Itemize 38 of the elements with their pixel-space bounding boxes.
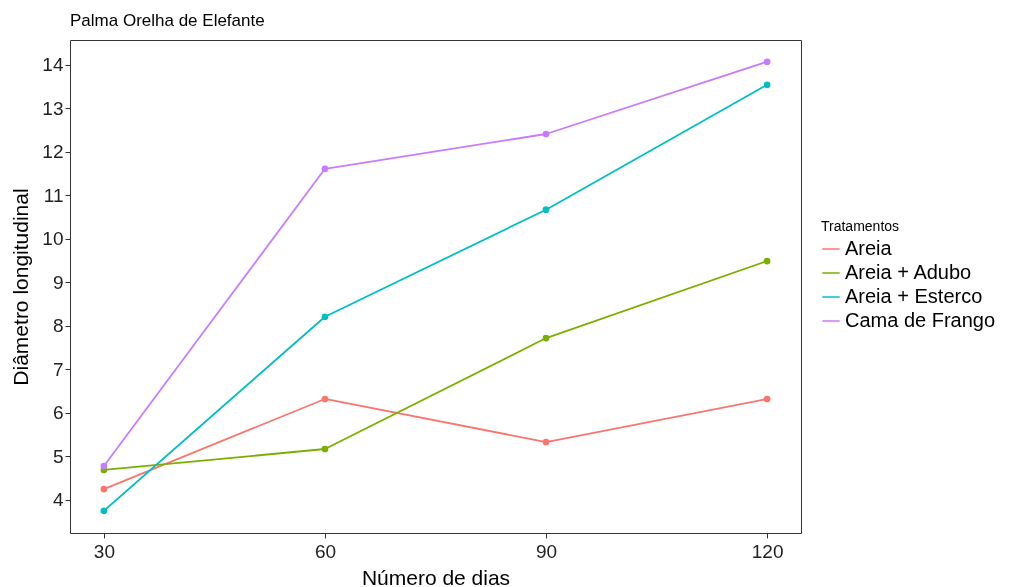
point [321,165,329,173]
y-tick-label: 13 [42,97,64,119]
point [321,445,329,453]
point [321,313,329,321]
point [542,206,550,214]
point [321,395,329,403]
point [542,334,550,342]
y-tick-label: 14 [42,54,64,76]
x-tick-label: 60 [314,540,337,562]
x-axis-title: Número de dias [361,565,511,587]
point [100,507,108,515]
legend-label: Areia [845,237,893,259]
point [763,58,771,66]
y-tick-label: 9 [52,271,64,293]
x-tick-label: 90 [535,540,558,562]
point [763,395,771,403]
chart-title: Palma Orelha de Elefante [70,11,265,30]
legend-label: Cama de Frango [845,309,996,331]
y-tick-label: 6 [52,402,64,424]
y-axis-title: Diâmetro longitudinal [9,188,33,386]
y-tick-label: 11 [43,184,64,206]
x-tick-label: 30 [93,540,115,562]
point [542,130,550,138]
point [100,462,108,470]
y-tick-label: 8 [52,315,64,337]
point [763,257,771,265]
y-tick-label: 7 [52,358,64,380]
legend-label: Areia + Esterco [845,285,983,307]
point [100,485,108,493]
y-tick-label: 5 [52,445,64,467]
point [542,438,550,446]
y-tick-label: 12 [42,141,64,163]
y-tick-label: 4 [52,489,64,511]
point [763,81,771,89]
legend-label: Areia + Adubo [845,261,972,283]
y-tick-label: 10 [42,228,64,250]
legend-title: Tratamentos [821,218,900,234]
x-tick-label: 120 [751,540,784,562]
